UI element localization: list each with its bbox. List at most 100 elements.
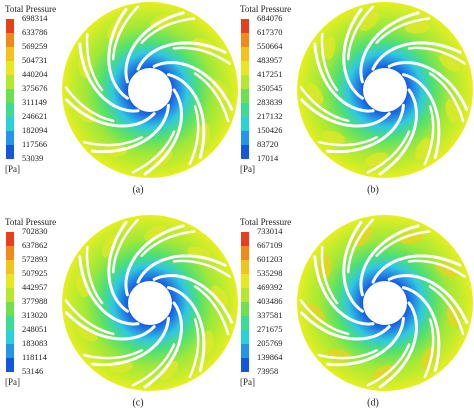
blade <box>423 318 435 379</box>
pressure-patch <box>415 137 431 160</box>
legend-label: 569259 <box>22 41 48 51</box>
color-band <box>241 33 249 47</box>
color-band <box>241 246 249 260</box>
color-band <box>6 75 14 89</box>
blade <box>299 86 350 123</box>
caption: (b) <box>367 184 379 195</box>
legend-title: Total Pressure <box>5 4 56 14</box>
legend-label: 182094 <box>22 125 48 135</box>
color-band <box>6 260 14 274</box>
blade <box>82 136 143 147</box>
legend-label: 248051 <box>22 324 48 334</box>
blade <box>299 299 350 336</box>
legend-label: 337581 <box>257 310 283 320</box>
blade <box>85 245 104 305</box>
color-band <box>6 47 14 61</box>
blade <box>172 46 231 65</box>
blade <box>166 73 206 159</box>
color-band <box>241 117 249 131</box>
hub <box>128 68 172 112</box>
legend-label: 271675 <box>257 324 283 334</box>
blade <box>300 311 391 341</box>
legend-label: 377988 <box>22 296 48 306</box>
pressure-patch <box>404 21 429 34</box>
legend-label: 440204 <box>22 69 48 79</box>
blade <box>111 5 140 61</box>
blade <box>407 46 466 65</box>
blade <box>359 11 420 84</box>
legend-label: 633786 <box>22 27 48 37</box>
blade <box>423 105 435 166</box>
blade <box>313 255 375 326</box>
blade <box>317 136 378 147</box>
legend-label: 617370 <box>257 27 283 37</box>
color-band <box>241 260 249 274</box>
caption: (a) <box>132 184 143 195</box>
color-band <box>6 344 14 358</box>
blade <box>107 8 129 100</box>
legend-unit: [Pa] <box>5 164 20 174</box>
blade <box>401 286 441 372</box>
legend-label: 550664 <box>257 41 283 51</box>
blade <box>401 73 441 159</box>
pressure-patch <box>322 130 346 145</box>
blade <box>140 230 196 257</box>
blade <box>152 60 234 111</box>
legend-label: 350545 <box>257 83 283 93</box>
legend-label: 507925 <box>22 268 48 278</box>
pressure-patch <box>445 98 459 123</box>
legend-label: 117566 <box>22 139 47 149</box>
legend-label: 17014 <box>257 153 279 163</box>
color-band <box>241 47 249 61</box>
legend-label: 733014 <box>257 226 283 236</box>
legend-label: 667109 <box>257 240 283 250</box>
color-band <box>241 131 249 145</box>
blade <box>320 32 339 92</box>
color-band <box>6 117 14 131</box>
legend-label: 139864 <box>257 352 283 362</box>
blade <box>366 130 411 174</box>
blade <box>428 72 465 123</box>
blade <box>131 343 176 387</box>
pressure-patch <box>306 303 325 324</box>
legend-title: Total Pressure <box>240 217 291 227</box>
legend-label: 535298 <box>257 268 283 278</box>
legend-label: 183083 <box>22 338 48 348</box>
pressure-patch <box>76 324 98 342</box>
legend-label: 118114 <box>22 352 48 362</box>
blade <box>140 17 196 44</box>
blade <box>375 17 431 44</box>
hub <box>128 281 172 325</box>
legend-label: 637862 <box>22 240 48 250</box>
hub <box>363 68 407 112</box>
color-band <box>241 75 249 89</box>
pressure-patch <box>323 35 336 60</box>
color-band <box>6 316 14 330</box>
color-band <box>6 358 14 372</box>
blade <box>65 98 156 128</box>
blade <box>320 245 339 305</box>
blade <box>107 221 129 313</box>
legend-label: 246621 <box>22 111 48 121</box>
color-band <box>241 274 249 288</box>
legend-label: 73958 <box>257 366 278 376</box>
blade <box>90 103 170 154</box>
blade <box>90 316 170 367</box>
pressure-patch <box>372 365 395 381</box>
blade <box>300 98 391 128</box>
pressure-patch <box>144 225 167 241</box>
color-band <box>6 274 14 288</box>
color-band <box>6 145 14 159</box>
blade <box>366 343 411 387</box>
blade <box>136 254 227 284</box>
blade <box>166 286 206 372</box>
legend-title: Total Pressure <box>240 4 291 14</box>
blade <box>346 218 375 274</box>
blade <box>407 259 466 278</box>
legend-label: 375676 <box>22 83 48 93</box>
legend-label: 53039 <box>22 153 43 163</box>
blade <box>152 273 234 324</box>
